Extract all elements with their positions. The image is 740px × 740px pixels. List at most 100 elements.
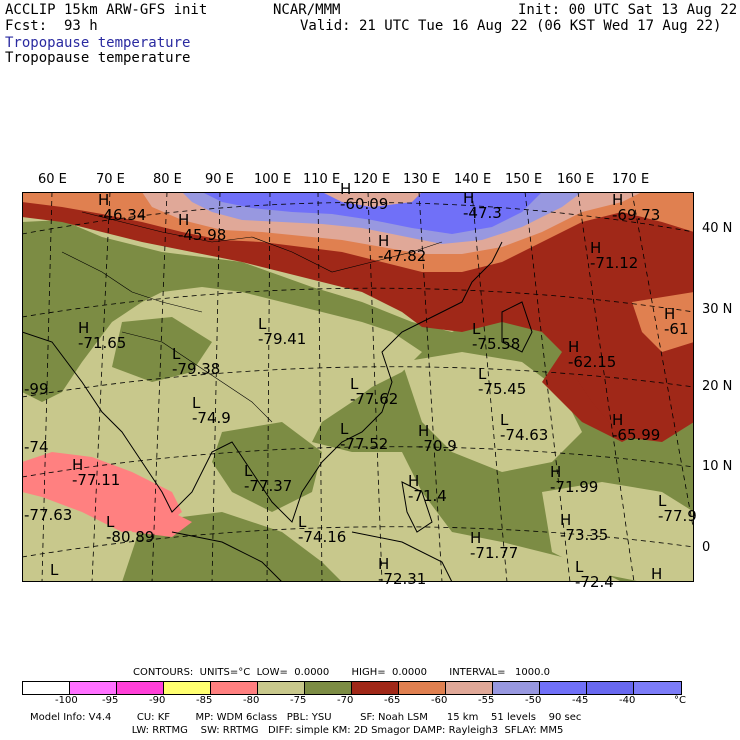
extremum-label: L -75.58	[472, 320, 521, 353]
colorbar-swatch	[446, 682, 493, 694]
colorbar-tick-label: -95	[102, 695, 119, 706]
extremum-label: L -74.16	[298, 513, 347, 546]
colorbar-tick-label: -45	[572, 695, 589, 706]
colorbar-tick-label: -75	[290, 695, 307, 706]
extremum-label: H -71.12	[590, 239, 639, 272]
extremum-label: H -62.15	[568, 338, 617, 371]
extremum-label: H -71.77	[470, 529, 519, 562]
lon-label: 70 E	[96, 172, 125, 187]
extremum-label: L -77.62	[350, 375, 399, 408]
colorbar-swatch	[587, 682, 634, 694]
valid-time: Valid: 21 UTC Tue 16 Aug 22 (06 KST Wed …	[300, 18, 722, 34]
field-dark-patch-west	[112, 317, 212, 382]
map-canvas	[21, 191, 695, 583]
extremum-label: L	[50, 561, 59, 579]
extremum-label: H	[651, 565, 663, 583]
extremum-label: H -65.99	[612, 411, 661, 444]
extremum-label: L -80.89	[106, 513, 155, 546]
extremum-label: H -61	[664, 305, 689, 338]
lat-label: 20 N	[702, 379, 733, 394]
field-dark-patch-indochina	[212, 422, 322, 512]
lon-label: 110 E	[303, 172, 341, 187]
lon-label: 120 E	[353, 172, 391, 187]
extremum-label: H -47.3	[463, 189, 502, 222]
lon-label: 150 E	[505, 172, 543, 187]
extremum-label: H -71.4	[408, 472, 447, 505]
extremum-label: L -72.4	[575, 558, 614, 591]
colorbar-tick-label: -100	[55, 695, 78, 706]
borders	[61, 211, 443, 423]
colorbar-swatch	[352, 682, 399, 694]
lon-label: 170 E	[612, 172, 650, 187]
field-salmon-patch-2	[122, 507, 192, 537]
lon-label: 100 E	[254, 172, 292, 187]
extremum-label: L -79.41	[258, 315, 307, 348]
lat-label: 10 N	[702, 459, 733, 474]
colorbar-swatch	[540, 682, 587, 694]
extremum-label: H -70.9	[418, 422, 457, 455]
colorbar-swatch	[164, 682, 211, 694]
field-pink-inner	[322, 192, 422, 207]
colorbar	[22, 681, 682, 695]
colorbar-swatch	[70, 682, 117, 694]
coastlines	[21, 241, 533, 583]
field-orange-east	[632, 292, 694, 352]
extremum-label: L -79.38	[172, 345, 221, 378]
colorbar-tick-label: -60	[431, 695, 448, 706]
lat-label: 40 N	[702, 221, 733, 236]
extremum-label: -99	[24, 380, 49, 398]
contours-info: CONTOURS: UNITS=°C LOW= 0.0000 HIGH= 0.0…	[133, 667, 551, 678]
colorbar-tick-label: -80	[243, 695, 260, 706]
lon-label: 60 E	[38, 172, 67, 187]
forecast-label: Fcst:	[5, 18, 48, 34]
extremum-label: H -69.73	[612, 191, 661, 224]
colorbar-tick-label: -50	[525, 695, 542, 706]
lon-label: 80 E	[153, 172, 182, 187]
extremum-label: L -74.63	[500, 411, 549, 444]
extremum-label: H -47.82	[378, 232, 427, 265]
extremum-label: -77.63	[24, 506, 73, 524]
field-red-band	[22, 192, 694, 442]
colorbar-tick-label: -65	[384, 695, 401, 706]
extremum-label: H -45.98	[178, 211, 227, 244]
extremum-label: H -73.35	[560, 511, 609, 544]
lon-label: 90 E	[205, 172, 234, 187]
map-frame	[22, 192, 694, 582]
extremum-label: L -77.9	[658, 492, 697, 525]
lon-label: 140 E	[454, 172, 492, 187]
colorbar-tick-label: °C	[674, 695, 686, 706]
colorbar-swatch	[23, 682, 70, 694]
colorbar-swatch	[399, 682, 446, 694]
field-red-east	[572, 322, 694, 442]
center-label: NCAR/MMM	[273, 2, 341, 18]
init-time: Init: 00 UTC Sat 13 Aug 22	[518, 2, 738, 18]
extremum-label: L -74.9	[192, 394, 231, 427]
colorbar-swatch	[305, 682, 352, 694]
colorbar-tick-label: -70	[337, 695, 354, 706]
lon-label: 160 E	[557, 172, 595, 187]
extremum-label: L -75.45	[478, 365, 527, 398]
forecast-hour: 93 h	[64, 18, 98, 34]
model-title: ACCLIP 15km ARW-GFS init	[5, 2, 208, 18]
graticule	[21, 191, 695, 583]
extremum-label: H -46.34	[98, 191, 147, 224]
colorbar-tick-label: -40	[619, 695, 636, 706]
field-blue-band	[202, 192, 542, 234]
model-info-line-1: Model Info: V4.4 CU: KF MP: WDM 6class P…	[30, 712, 582, 723]
field-light-patch-2	[542, 482, 694, 582]
extremum-label: -74	[24, 438, 49, 456]
colorbar-tick-label: -55	[478, 695, 495, 706]
extremum-label: H -72.31	[378, 555, 427, 588]
colorbar-tick-label: -90	[149, 695, 166, 706]
lat-label: 0	[702, 540, 711, 555]
variable-title-secondary: Tropopause temperature	[5, 50, 191, 66]
extremum-label: H -60.09	[340, 180, 389, 213]
colorbar-swatch	[211, 682, 258, 694]
model-info-line-2: LW: RRTMG SW: RRTMG DIFF: simple KM: 2D …	[30, 725, 564, 736]
colorbar-swatch	[258, 682, 305, 694]
colorbar-swatch	[493, 682, 540, 694]
variable-title-primary: Tropopause temperature	[5, 35, 191, 51]
tropopause-temperature-map	[21, 191, 695, 583]
lat-label: 30 N	[702, 302, 733, 317]
extremum-label: L -77.52	[340, 420, 389, 453]
